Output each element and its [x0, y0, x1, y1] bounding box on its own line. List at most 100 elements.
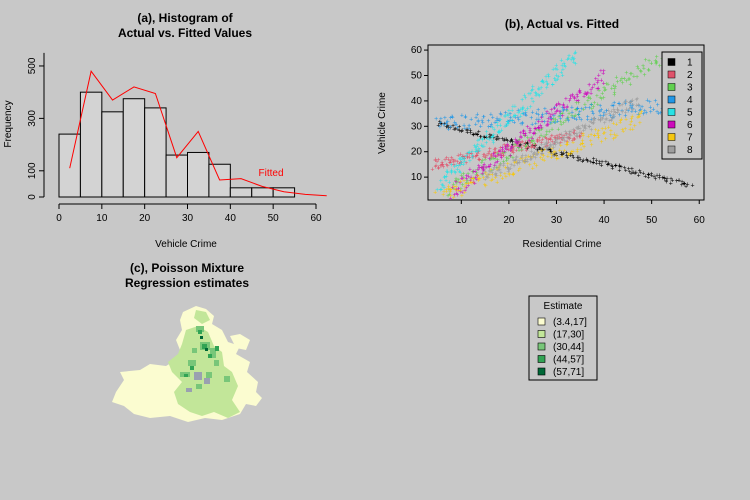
- scatter-point: +: [541, 150, 545, 157]
- scatter-point: +: [540, 119, 544, 126]
- scatter-point: +: [523, 139, 527, 146]
- scatter-point: +: [545, 129, 549, 136]
- scatter-point: +: [508, 148, 512, 155]
- scatter-point: +: [475, 149, 479, 156]
- scatter-point: +: [465, 127, 469, 134]
- scatter-point: +: [634, 109, 638, 116]
- scatter-point: +: [458, 170, 462, 177]
- scatter-point: +: [647, 58, 651, 65]
- scatter-point: +: [492, 132, 496, 139]
- scatter-point: +: [536, 150, 540, 157]
- scatter-point: +: [453, 170, 457, 177]
- scatter-point: +: [455, 190, 459, 197]
- scatter-point: +: [530, 138, 534, 145]
- scatter-point: +: [493, 163, 497, 170]
- scatter-point: +: [526, 138, 530, 145]
- scatter-point: +: [589, 102, 593, 109]
- scatter-point: +: [477, 157, 481, 164]
- scatter-point: +: [621, 80, 625, 87]
- scatter-point: +: [530, 88, 534, 95]
- scatter-point: +: [471, 176, 475, 183]
- scatter-point: +: [578, 109, 582, 116]
- scatter-point: +: [481, 120, 485, 127]
- scatter-point: +: [581, 133, 585, 140]
- scatter-point: +: [638, 168, 642, 175]
- scatter-point: +: [463, 190, 467, 197]
- scatter-point: +: [565, 107, 569, 114]
- scatter-point: +: [469, 127, 473, 134]
- scatter-point: +: [553, 140, 557, 147]
- scatter-point: +: [481, 166, 485, 173]
- scatter-point: +: [581, 131, 585, 138]
- scatter-point: +: [478, 134, 482, 141]
- scatter-point: +: [534, 91, 538, 98]
- scatter-point: +: [459, 179, 463, 186]
- scatter-point: +: [654, 60, 658, 67]
- histogram-y-tick-label: 300: [27, 110, 38, 127]
- scatter-point: +: [466, 181, 470, 188]
- scatter-point: +: [464, 114, 468, 121]
- scatter-point: +: [544, 110, 548, 117]
- scatter-point: +: [649, 60, 653, 67]
- scatter-point: +: [476, 173, 480, 180]
- scatter-point: +: [541, 147, 545, 154]
- scatter-point: +: [611, 112, 615, 119]
- fitted-line: [69, 70, 327, 197]
- scatter-point: +: [496, 165, 500, 172]
- scatter-point: +: [609, 128, 613, 135]
- scatter-point: +: [541, 156, 545, 163]
- scatter-point: +: [539, 147, 543, 154]
- scatter-point: +: [619, 117, 623, 124]
- scatter-point: +: [533, 145, 537, 152]
- scatter-point: +: [445, 173, 449, 180]
- scatter-point: +: [542, 153, 546, 160]
- scatter-point: +: [449, 162, 453, 169]
- scatter-point: +: [630, 71, 634, 78]
- scatter-point: +: [470, 176, 474, 183]
- scatter-point: +: [555, 133, 559, 140]
- scatter-point: +: [565, 142, 569, 149]
- scatter-point: +: [580, 141, 584, 148]
- scatter-point: +: [586, 90, 590, 97]
- scatter-point: +: [662, 175, 666, 182]
- scatter-point: +: [580, 130, 584, 137]
- scatter-legend: 12 34 56 78: [661, 51, 703, 160]
- scatter-point: +: [602, 85, 606, 92]
- scatter-legend-label: 4: [687, 95, 693, 106]
- scatter-point: +: [587, 82, 591, 89]
- scatter-point: +: [531, 137, 535, 144]
- scatter-point: +: [445, 162, 449, 169]
- scatter-point: +: [516, 110, 520, 117]
- scatter-point: +: [519, 156, 523, 163]
- scatter-point: +: [524, 112, 528, 119]
- scatter-point: +: [607, 118, 611, 125]
- scatter-point: +: [485, 135, 489, 142]
- scatter-point: +: [500, 151, 504, 158]
- scatter-point: +: [515, 155, 519, 162]
- scatter-point: +: [578, 134, 582, 141]
- scatter-point: +: [599, 68, 603, 75]
- scatter-point: +: [516, 141, 520, 148]
- scatter-point: +: [553, 139, 557, 146]
- scatter-point: +: [490, 134, 494, 141]
- scatter-point: +: [521, 131, 525, 138]
- histogram-x-axis-label: Vehicle Crime: [155, 239, 217, 250]
- scatter-point: +: [446, 163, 450, 170]
- scatter-point: +: [534, 93, 538, 100]
- scatter-point: +: [477, 157, 481, 164]
- scatter-point: +: [619, 78, 623, 85]
- scatter-point: +: [636, 102, 640, 109]
- scatter-point: +: [622, 100, 626, 107]
- scatter-point: +: [465, 128, 469, 135]
- scatter-point: +: [586, 117, 590, 124]
- scatter-point: +: [584, 156, 588, 163]
- scatter-point: +: [460, 154, 464, 161]
- scatter-point: +: [526, 141, 530, 148]
- scatter-point: +: [590, 142, 594, 149]
- scatter-point: +: [545, 82, 549, 89]
- scatter-point: +: [586, 158, 590, 165]
- scatter-point: +: [505, 138, 509, 145]
- scatter-point: +: [457, 124, 461, 131]
- scatter-point: +: [512, 119, 516, 126]
- scatter-point: +: [531, 154, 535, 161]
